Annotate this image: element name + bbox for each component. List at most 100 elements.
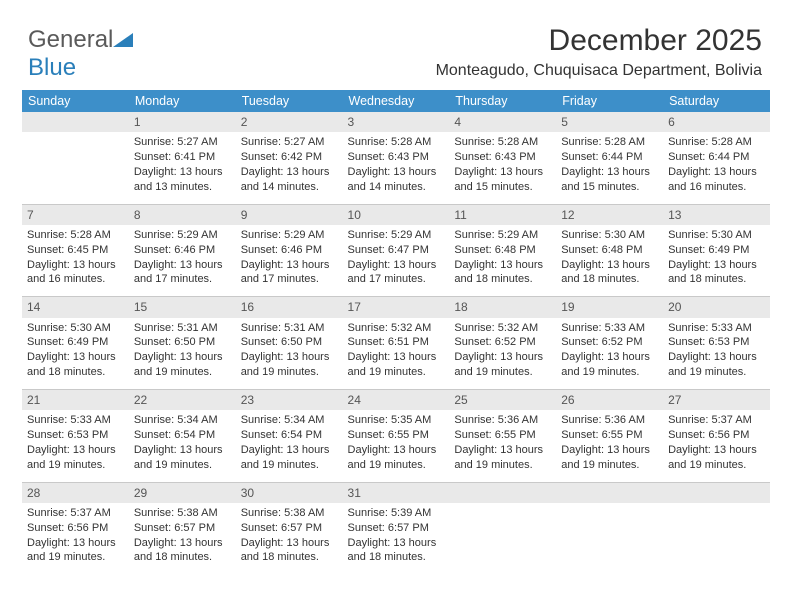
day-content-cell: Sunrise: 5:30 AMSunset: 6:48 PMDaylight:…: [556, 225, 663, 297]
day-content-cell: Sunrise: 5:33 AMSunset: 6:53 PMDaylight:…: [663, 318, 770, 390]
sunrise-line: Sunrise: 5:29 AM: [454, 228, 551, 243]
day-number-cell: 1: [129, 112, 236, 132]
day-number-cell: 15: [129, 297, 236, 318]
calendar-table: SundayMondayTuesdayWednesdayThursdayFrid…: [22, 90, 770, 575]
day-content-cell: Sunrise: 5:29 AMSunset: 6:46 PMDaylight:…: [129, 225, 236, 297]
daylight-line: Daylight: 13 hours and 14 minutes.: [348, 165, 445, 195]
sunset-line: Sunset: 6:48 PM: [561, 243, 658, 258]
daylight-line: Daylight: 13 hours and 17 minutes.: [241, 258, 338, 288]
daylight-line: Daylight: 13 hours and 19 minutes.: [348, 350, 445, 380]
day-number-row: 14151617181920: [22, 297, 770, 318]
day-number-cell: 27: [663, 390, 770, 411]
day-number-cell: 17: [343, 297, 450, 318]
day-number-cell: 14: [22, 297, 129, 318]
day-number-cell: 28: [22, 482, 129, 503]
day-content-cell: Sunrise: 5:31 AMSunset: 6:50 PMDaylight:…: [236, 318, 343, 390]
day-number-cell: 4: [449, 112, 556, 132]
sunset-line: Sunset: 6:55 PM: [561, 428, 658, 443]
day-content-cell: Sunrise: 5:34 AMSunset: 6:54 PMDaylight:…: [236, 410, 343, 482]
sunrise-line: Sunrise: 5:33 AM: [668, 321, 765, 336]
sunset-line: Sunset: 6:50 PM: [134, 335, 231, 350]
daylight-line: Daylight: 13 hours and 18 minutes.: [668, 258, 765, 288]
day-content-row: Sunrise: 5:28 AMSunset: 6:45 PMDaylight:…: [22, 225, 770, 297]
day-content-cell: Sunrise: 5:32 AMSunset: 6:51 PMDaylight:…: [343, 318, 450, 390]
day-number-cell: 20: [663, 297, 770, 318]
weekday-header: Friday: [556, 90, 663, 112]
sunset-line: Sunset: 6:49 PM: [27, 335, 124, 350]
day-number-cell: [22, 112, 129, 132]
day-content-row: Sunrise: 5:27 AMSunset: 6:41 PMDaylight:…: [22, 132, 770, 204]
sunrise-line: Sunrise: 5:27 AM: [241, 135, 338, 150]
sunset-line: Sunset: 6:54 PM: [241, 428, 338, 443]
day-content-cell: Sunrise: 5:28 AMSunset: 6:44 PMDaylight:…: [556, 132, 663, 204]
day-number-cell: 6: [663, 112, 770, 132]
sunset-line: Sunset: 6:57 PM: [134, 521, 231, 536]
sunrise-line: Sunrise: 5:39 AM: [348, 506, 445, 521]
sunset-line: Sunset: 6:50 PM: [241, 335, 338, 350]
sunset-line: Sunset: 6:43 PM: [348, 150, 445, 165]
daylight-line: Daylight: 13 hours and 14 minutes.: [241, 165, 338, 195]
sunset-line: Sunset: 6:49 PM: [668, 243, 765, 258]
sunrise-line: Sunrise: 5:28 AM: [668, 135, 765, 150]
sunrise-line: Sunrise: 5:35 AM: [348, 413, 445, 428]
daylight-line: Daylight: 13 hours and 18 minutes.: [348, 536, 445, 566]
daylight-line: Daylight: 13 hours and 16 minutes.: [27, 258, 124, 288]
weekday-header: Sunday: [22, 90, 129, 112]
day-content-cell: [556, 503, 663, 575]
sunrise-line: Sunrise: 5:36 AM: [561, 413, 658, 428]
day-content-cell: Sunrise: 5:29 AMSunset: 6:46 PMDaylight:…: [236, 225, 343, 297]
day-content-cell: Sunrise: 5:36 AMSunset: 6:55 PMDaylight:…: [556, 410, 663, 482]
sunrise-line: Sunrise: 5:37 AM: [27, 506, 124, 521]
day-number-cell: 18: [449, 297, 556, 318]
day-number-row: 28293031: [22, 482, 770, 503]
day-number-cell: 23: [236, 390, 343, 411]
day-number-cell: 22: [129, 390, 236, 411]
day-content-cell: Sunrise: 5:35 AMSunset: 6:55 PMDaylight:…: [343, 410, 450, 482]
day-content-cell: Sunrise: 5:28 AMSunset: 6:43 PMDaylight:…: [343, 132, 450, 204]
day-content-cell: Sunrise: 5:34 AMSunset: 6:54 PMDaylight:…: [129, 410, 236, 482]
day-content-cell: Sunrise: 5:30 AMSunset: 6:49 PMDaylight:…: [22, 318, 129, 390]
sunrise-line: Sunrise: 5:28 AM: [454, 135, 551, 150]
sunset-line: Sunset: 6:51 PM: [348, 335, 445, 350]
sunrise-line: Sunrise: 5:34 AM: [241, 413, 338, 428]
sunrise-line: Sunrise: 5:31 AM: [241, 321, 338, 336]
day-content-cell: Sunrise: 5:30 AMSunset: 6:49 PMDaylight:…: [663, 225, 770, 297]
sunrise-line: Sunrise: 5:32 AM: [454, 321, 551, 336]
day-number-cell: [556, 482, 663, 503]
daylight-line: Daylight: 13 hours and 19 minutes.: [348, 443, 445, 473]
day-number-cell: 7: [22, 204, 129, 225]
daylight-line: Daylight: 13 hours and 13 minutes.: [134, 165, 231, 195]
sunrise-line: Sunrise: 5:30 AM: [27, 321, 124, 336]
daylight-line: Daylight: 13 hours and 19 minutes.: [134, 443, 231, 473]
sunset-line: Sunset: 6:44 PM: [668, 150, 765, 165]
location-subtitle: Monteagudo, Chuquisaca Department, Boliv…: [436, 62, 762, 80]
day-number-row: 78910111213: [22, 204, 770, 225]
logo-text-2: Blue: [28, 54, 76, 81]
weekday-header: Wednesday: [343, 90, 450, 112]
day-number-row: 21222324252627: [22, 390, 770, 411]
day-number-cell: 24: [343, 390, 450, 411]
day-content-row: Sunrise: 5:37 AMSunset: 6:56 PMDaylight:…: [22, 503, 770, 575]
daylight-line: Daylight: 13 hours and 19 minutes.: [27, 443, 124, 473]
sunrise-line: Sunrise: 5:33 AM: [561, 321, 658, 336]
daylight-line: Daylight: 13 hours and 19 minutes.: [561, 350, 658, 380]
day-number-cell: 10: [343, 204, 450, 225]
daylight-line: Daylight: 13 hours and 19 minutes.: [454, 443, 551, 473]
day-number-cell: 2: [236, 112, 343, 132]
sunset-line: Sunset: 6:53 PM: [27, 428, 124, 443]
logo-text-1: General: [28, 26, 113, 53]
day-number-cell: 3: [343, 112, 450, 132]
daylight-line: Daylight: 13 hours and 18 minutes.: [454, 258, 551, 288]
sunrise-line: Sunrise: 5:31 AM: [134, 321, 231, 336]
day-content-cell: Sunrise: 5:31 AMSunset: 6:50 PMDaylight:…: [129, 318, 236, 390]
day-content-cell: Sunrise: 5:37 AMSunset: 6:56 PMDaylight:…: [663, 410, 770, 482]
daylight-line: Daylight: 13 hours and 19 minutes.: [668, 443, 765, 473]
page-title: December 2025: [549, 24, 762, 58]
day-content-cell: [22, 132, 129, 204]
sunset-line: Sunset: 6:53 PM: [668, 335, 765, 350]
weekday-header-row: SundayMondayTuesdayWednesdayThursdayFrid…: [22, 90, 770, 112]
sunset-line: Sunset: 6:46 PM: [241, 243, 338, 258]
day-number-cell: 12: [556, 204, 663, 225]
daylight-line: Daylight: 13 hours and 15 minutes.: [561, 165, 658, 195]
daylight-line: Daylight: 13 hours and 18 minutes.: [134, 536, 231, 566]
